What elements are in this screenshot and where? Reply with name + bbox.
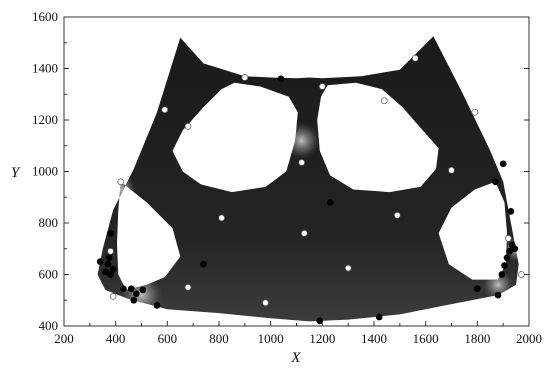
white-point	[184, 123, 192, 130]
white-point	[471, 108, 479, 116]
x-tick-label: 800	[209, 331, 229, 346]
black-point	[503, 254, 511, 262]
x-tick-label: 2000	[516, 331, 542, 346]
y-tick-label: 1600	[32, 9, 58, 24]
x-tick-label: 400	[106, 331, 126, 346]
black-point	[511, 245, 519, 253]
white-point	[300, 229, 308, 237]
black-point	[498, 271, 506, 278]
white-point	[218, 214, 225, 222]
black-point	[494, 291, 502, 299]
white-point	[161, 106, 169, 114]
y-tick-label: 1000	[32, 164, 58, 179]
white-point	[393, 211, 401, 219]
y-tick-label: 400	[39, 318, 59, 333]
black-point	[109, 266, 117, 273]
white-point	[109, 293, 117, 300]
black-point	[139, 286, 147, 294]
black-point	[120, 285, 127, 293]
x-tick-label: 1000	[258, 331, 284, 346]
x-tick-label: 600	[158, 331, 178, 346]
black-point	[507, 208, 515, 215]
black-point	[473, 285, 481, 293]
black-point	[316, 317, 324, 325]
x-axis-title: X	[290, 350, 301, 366]
x-tick-label: 1400	[361, 331, 387, 346]
black-point	[492, 178, 499, 186]
black-point	[101, 268, 109, 276]
white-point	[411, 54, 419, 62]
white-point	[504, 235, 512, 242]
y-tick-label: 1400	[32, 61, 58, 76]
white-point	[107, 247, 114, 255]
x-axis: 200 400 600 800 1000 1200 1400 1600 1800 2000	[54, 321, 542, 346]
black-point	[132, 290, 140, 298]
sample-points	[96, 54, 525, 325]
black-point	[130, 296, 138, 304]
y-tick-label: 800	[39, 215, 59, 230]
x-tick-label: 1800	[464, 331, 490, 346]
black-point	[499, 160, 507, 168]
black-point	[107, 229, 114, 237]
black-point	[326, 199, 334, 206]
white-point	[517, 271, 525, 278]
black-point	[105, 254, 113, 262]
black-point	[375, 313, 383, 321]
x-tick-label: 1600	[413, 331, 439, 346]
y-tick-label: 1200	[32, 112, 58, 127]
white-point	[184, 284, 192, 291]
white-point	[448, 166, 455, 174]
white-point	[380, 97, 388, 105]
white-point	[298, 159, 306, 166]
y-tick-label: 600	[39, 267, 59, 282]
black-point	[153, 302, 161, 309]
black-point	[104, 260, 112, 268]
black-point	[277, 75, 285, 83]
x-tick-label: 200	[54, 331, 74, 346]
black-point	[96, 258, 104, 265]
black-point	[501, 262, 508, 269]
black-point	[200, 260, 207, 268]
white-point	[117, 178, 125, 186]
white-point	[262, 299, 269, 307]
y-axis: 400 600 800 1000 1200 1400 1600	[32, 9, 529, 333]
white-point	[318, 83, 326, 90]
y-axis-title: Y	[11, 165, 21, 181]
white-point	[241, 74, 249, 81]
white-point	[344, 264, 352, 272]
black-point	[127, 285, 135, 293]
x-tick-label: 1200	[309, 331, 335, 346]
field-region	[97, 36, 519, 322]
